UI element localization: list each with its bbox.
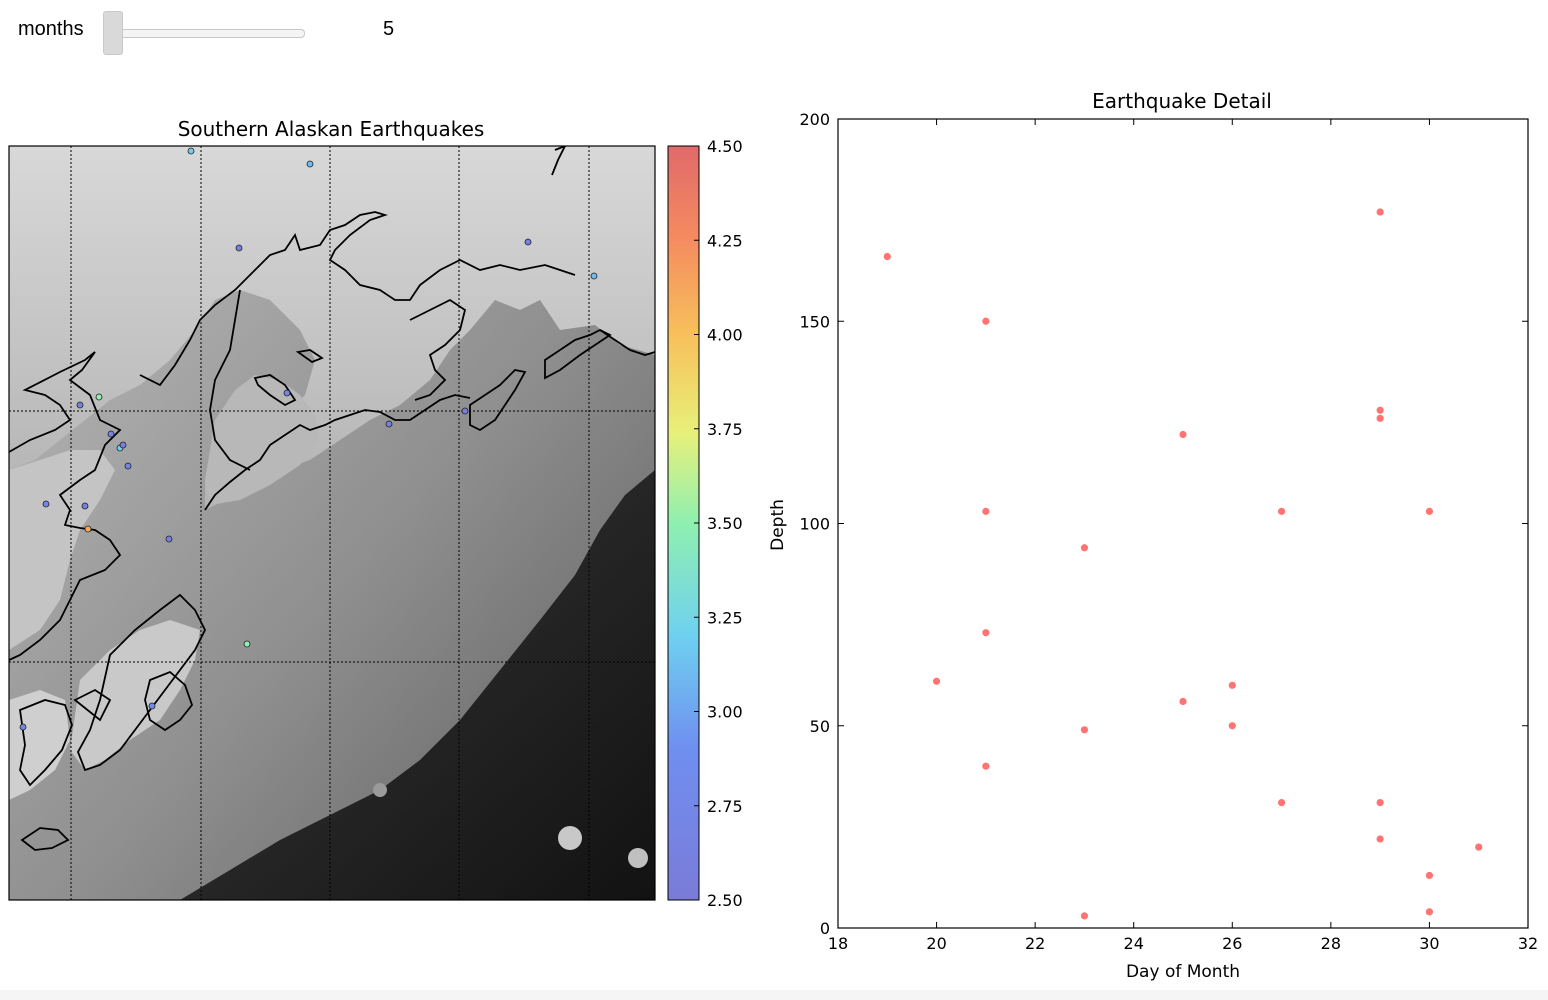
y-tick-label: 150	[799, 312, 830, 331]
scatter-point	[1080, 544, 1089, 552]
earthquake-marker	[524, 238, 532, 246]
scatter-point	[1228, 681, 1236, 689]
scatter-point	[1277, 507, 1286, 515]
scatter-point	[982, 317, 990, 325]
earthquake-marker	[95, 393, 103, 401]
earthquake-marker	[590, 272, 598, 280]
colorbar	[668, 146, 699, 900]
x-tick-label: 30	[1419, 934, 1439, 953]
y-axis-label: Depth	[768, 499, 788, 551]
y-tick-label: 50	[810, 717, 830, 736]
y-axis-ticks: 0 50 100 150 200	[799, 110, 1528, 938]
months-slider-thumb[interactable]	[103, 11, 123, 55]
land-peninsula	[9, 450, 115, 650]
scatter-point	[1376, 799, 1384, 807]
scatter-point	[982, 507, 990, 515]
earthquake-marker	[124, 462, 132, 470]
earthquake-marker	[119, 441, 127, 449]
earthquake-marker	[283, 389, 291, 397]
scatter-point	[1425, 871, 1434, 880]
scatter-points	[883, 208, 1483, 920]
x-tick-label: 26	[1222, 934, 1242, 953]
scatter-point	[883, 252, 891, 261]
y-tick-label: 200	[799, 110, 830, 129]
land-mainland	[9, 146, 655, 510]
months-slider-value: 5	[383, 18, 395, 40]
earthquake-marker	[165, 535, 173, 543]
scatter-point	[1376, 835, 1384, 843]
earthquake-marker	[42, 500, 50, 508]
colorbar-tick-label: 3.00	[707, 703, 743, 722]
y-tick-label: 100	[799, 515, 830, 534]
deep-ocean	[180, 470, 655, 900]
light-spot	[373, 783, 387, 797]
x-tick-label: 18	[828, 934, 848, 953]
bottom-scrollbar-area	[0, 990, 1548, 1000]
x-tick-label: 24	[1124, 934, 1144, 953]
x-tick-label: 22	[1025, 934, 1045, 953]
scatter-point	[1376, 208, 1384, 216]
earthquake-marker	[187, 147, 195, 155]
scatter-point	[1179, 697, 1187, 706]
colorbar-tick-label: 4.25	[707, 231, 743, 250]
earthquake-marker	[306, 160, 314, 168]
map-area	[9, 146, 655, 900]
map-title: Southern Alaskan Earthquakes	[178, 117, 485, 141]
scatter-point	[982, 762, 990, 770]
light-spot	[558, 826, 582, 850]
earthquake-marker	[81, 502, 89, 510]
colorbar-tick-label: 2.50	[707, 891, 743, 910]
colorbar-tick-label: 3.25	[707, 608, 743, 627]
scatter-point	[982, 629, 990, 637]
scatter-point	[1376, 414, 1384, 422]
earthquake-marker	[148, 702, 156, 710]
x-axis-ticks: 18 20 22 24 26 28 30 32	[828, 119, 1538, 953]
x-axis-label: Day of Month	[1126, 962, 1240, 982]
earthquake-marker	[385, 420, 393, 428]
earthquake-marker	[243, 640, 251, 648]
colorbar-ticks: 4.50 4.25 4.00 3.75 3.50 3.25 3.00 2.75 2.50	[694, 137, 743, 910]
scatter-point	[932, 677, 941, 685]
earthquake-marker	[461, 407, 469, 415]
colorbar-tick-label: 3.50	[707, 514, 743, 533]
x-tick-label: 28	[1321, 934, 1341, 953]
coastlines	[9, 146, 655, 851]
colorbar-tick-label: 4.50	[707, 137, 743, 156]
earthquake-marker	[107, 430, 115, 438]
x-tick-label: 32	[1518, 934, 1538, 953]
scatter-point	[1376, 406, 1384, 414]
scatter-point	[1080, 912, 1089, 920]
x-tick-label: 20	[926, 934, 946, 953]
scatter-point	[1277, 799, 1286, 807]
scatter-point	[1179, 430, 1187, 439]
scatter-point	[1080, 726, 1089, 734]
land-southwest	[9, 690, 70, 800]
earthquake-marker	[235, 244, 243, 252]
y-tick-label: 0	[820, 919, 830, 938]
earthquake-marker	[19, 723, 27, 731]
earthquake-marker	[76, 401, 84, 409]
scatter-point	[1425, 908, 1434, 916]
scatter-point	[1228, 722, 1236, 730]
colorbar-tick-label: 2.75	[707, 797, 743, 816]
earthquake-markers	[19, 147, 598, 731]
scatter-point	[1475, 843, 1483, 851]
months-slider-label: months	[18, 18, 84, 40]
scatter-point	[1425, 507, 1434, 515]
colorbar-tick-label: 3.75	[707, 420, 743, 439]
colorbar-tick-label: 4.00	[707, 326, 743, 345]
land-kodiak	[70, 620, 200, 770]
scatter-plot-area	[837, 118, 1529, 929]
graticule	[9, 146, 655, 900]
scatter-title: Earthquake Detail	[1092, 89, 1272, 113]
months-slider-widget: months 5	[0, 0, 600, 60]
land-kenai	[205, 375, 320, 505]
light-spot	[628, 848, 648, 868]
earthquake-marker	[84, 525, 92, 533]
map-frame	[8, 145, 656, 901]
